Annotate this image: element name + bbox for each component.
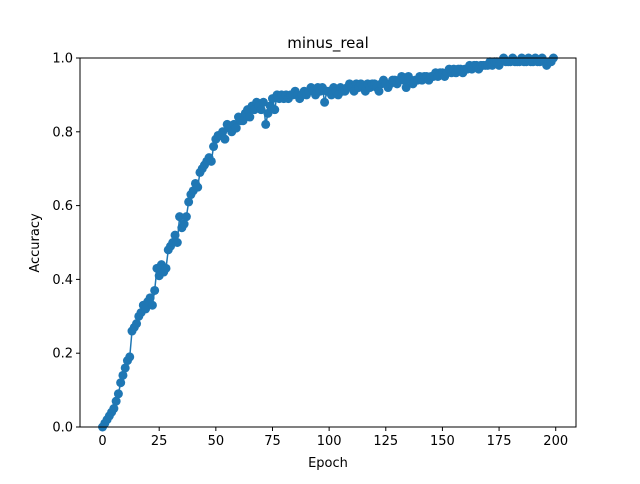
- data-point: [116, 378, 126, 388]
- data-point: [109, 404, 119, 414]
- data-point: [209, 142, 219, 152]
- data-point: [263, 108, 273, 118]
- data-point: [141, 304, 151, 314]
- x-axis-label: Epoch: [308, 456, 348, 471]
- y-tick-label: 0.6: [52, 199, 73, 214]
- data-point: [218, 127, 228, 137]
- data-point: [111, 396, 121, 406]
- data-point: [184, 197, 194, 207]
- x-tick-label: 175: [487, 434, 512, 449]
- x-tick-label: 150: [430, 434, 455, 449]
- y-tick-label: 0.2: [52, 347, 73, 362]
- data-point: [261, 119, 271, 129]
- data-point: [150, 285, 160, 295]
- data-point: [258, 97, 268, 107]
- data-point: [320, 97, 330, 107]
- data-point: [118, 370, 128, 380]
- chart-title: minus_real: [287, 34, 369, 53]
- data-point: [401, 83, 411, 93]
- data-point: [193, 182, 203, 192]
- x-tick-label: 75: [264, 434, 281, 449]
- data-point: [270, 105, 280, 115]
- x-tick-label: 25: [151, 434, 168, 449]
- data-point: [161, 263, 171, 273]
- data-point: [245, 112, 255, 122]
- data-point: [170, 230, 180, 240]
- x-tick-label: 0: [98, 434, 106, 449]
- y-tick-label: 0.0: [52, 421, 73, 436]
- y-tick-label: 1.0: [52, 52, 73, 67]
- data-point: [256, 105, 266, 115]
- data-point: [125, 352, 135, 362]
- data-point: [175, 212, 185, 222]
- data-point: [120, 363, 130, 373]
- data-point: [179, 219, 189, 229]
- y-tick-label: 0.4: [52, 273, 73, 288]
- data-point: [172, 238, 182, 247]
- data-point: [132, 319, 142, 329]
- data-point: [220, 134, 230, 144]
- x-tick-label: 125: [373, 434, 398, 449]
- data-point: [231, 123, 241, 133]
- data-point: [113, 389, 123, 399]
- data-point: [238, 116, 248, 126]
- y-tick-label: 0.8: [52, 125, 73, 140]
- x-tick-label: 100: [317, 434, 342, 449]
- data-point: [145, 293, 155, 303]
- x-tick-label: 200: [543, 434, 568, 449]
- data-point: [374, 86, 384, 96]
- data-point: [181, 212, 191, 222]
- data-point: [206, 156, 216, 166]
- x-tick-label: 50: [208, 434, 225, 449]
- plot-frame: [79, 57, 577, 428]
- data-point: [147, 300, 157, 310]
- y-axis-label: Accuracy: [28, 213, 43, 273]
